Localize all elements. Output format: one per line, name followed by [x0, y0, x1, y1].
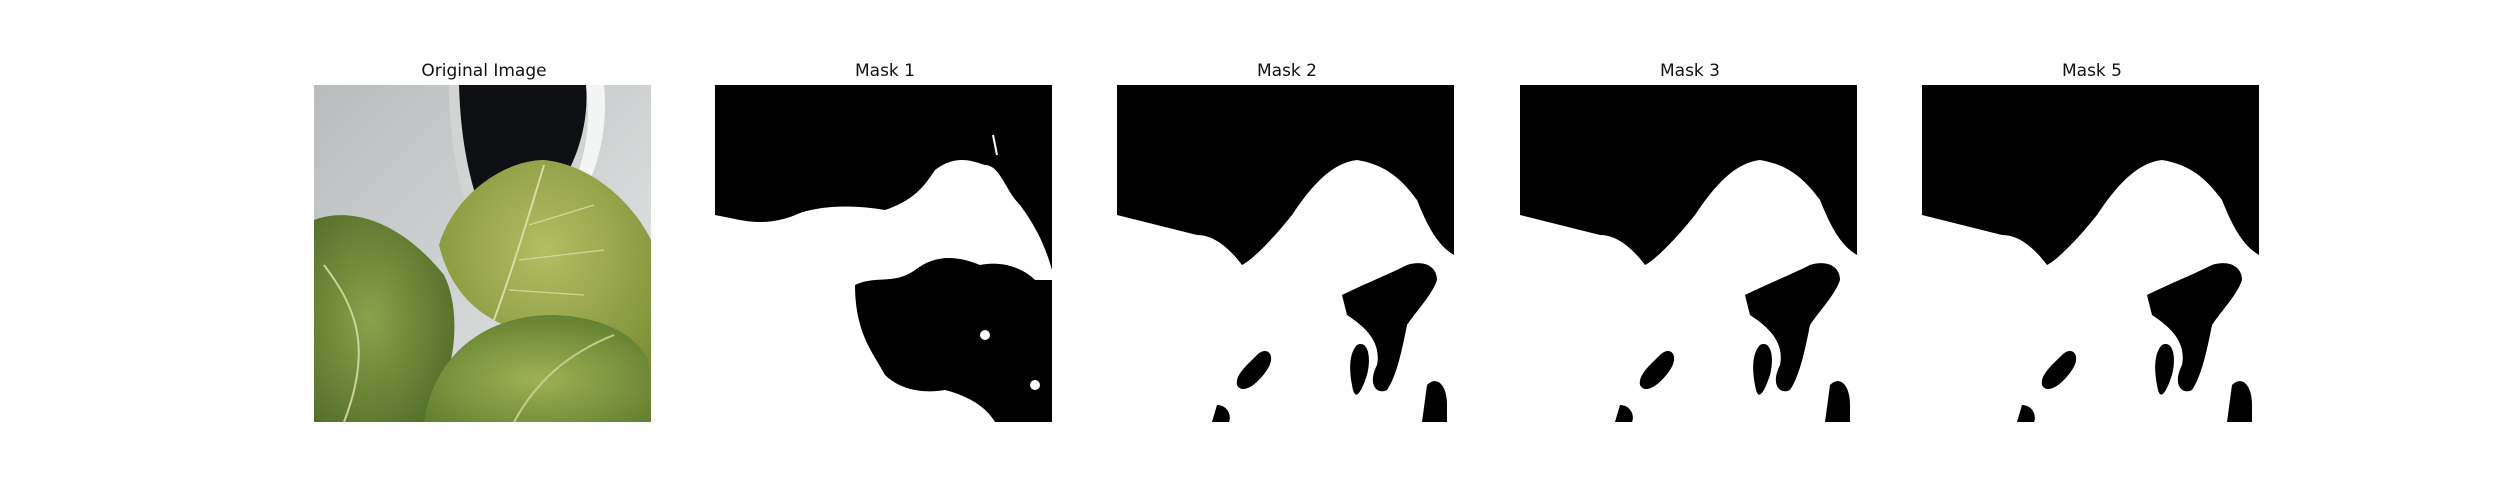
panel-mask-3: Mask 3	[1520, 58, 1860, 422]
mask-2-image	[1117, 85, 1454, 422]
panel-mask-1: Mask 1	[715, 58, 1055, 422]
panel-title: Original Image	[421, 61, 547, 81]
panel-title: Mask 5	[2061, 61, 2122, 81]
mask-3-image	[1520, 85, 1857, 422]
panel-mask-2: Mask 2	[1117, 58, 1457, 422]
panel-title: Mask 2	[1256, 61, 1317, 81]
panel-mask-5: Mask 5	[1922, 58, 2262, 422]
mask-1-image	[715, 85, 1052, 422]
leaf-photo-image	[314, 85, 651, 422]
mask-image	[1922, 85, 2259, 422]
panel-title: Mask 1	[854, 61, 915, 81]
original-photo	[314, 85, 651, 422]
mask-image	[1520, 85, 1857, 422]
mask-5-image	[1922, 85, 2259, 422]
panel-title: Mask 3	[1659, 61, 1720, 81]
mask-image	[1117, 85, 1454, 422]
mask-image	[715, 85, 1052, 422]
panel-original-image: Original Image	[314, 58, 654, 422]
